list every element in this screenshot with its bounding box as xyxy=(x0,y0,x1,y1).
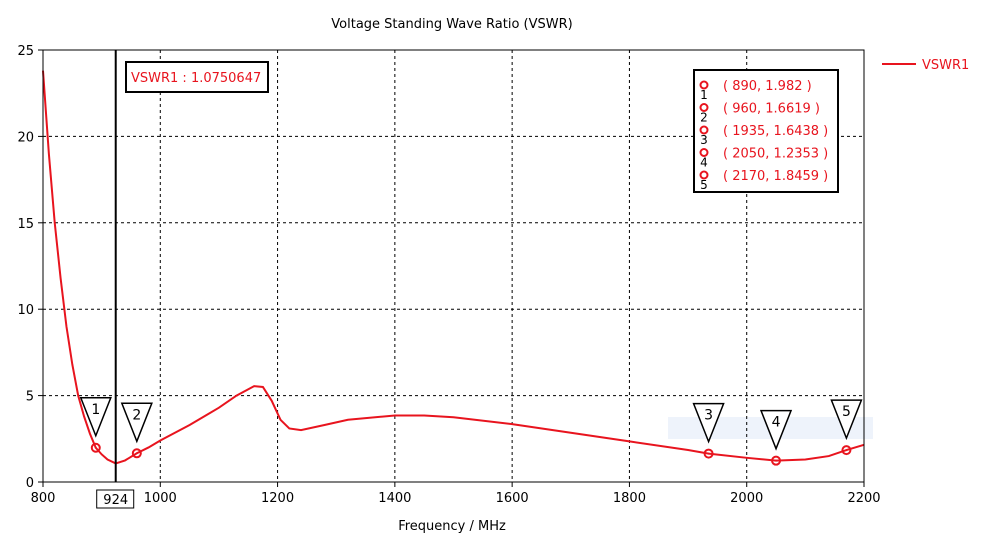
marker-point[interactable] xyxy=(703,448,714,459)
x-tick-label: 1400 xyxy=(378,491,411,506)
y-tick-label: 0 xyxy=(26,476,34,491)
x-tick-label: 1800 xyxy=(613,491,646,506)
marker-flag-number: 4 xyxy=(772,415,781,431)
marker-point[interactable] xyxy=(131,448,142,459)
marker-table-value: ( 2050, 1.2353 ) xyxy=(723,147,828,162)
marker-point[interactable] xyxy=(90,442,101,453)
x-tick-label: 1000 xyxy=(144,491,177,506)
marker-table-value: ( 960, 1.6619 ) xyxy=(723,102,820,117)
marker-point-center xyxy=(94,446,97,449)
marker-table xyxy=(693,69,839,193)
cursor-x-label: 924 xyxy=(103,493,128,508)
y-tick-label: 10 xyxy=(17,303,34,318)
x-tick-label: 1200 xyxy=(261,491,294,506)
marker-table-icon xyxy=(699,170,709,180)
marker-table-icon xyxy=(699,148,709,157)
marker-table-id: 4 xyxy=(700,156,708,170)
marker-flag[interactable] xyxy=(692,402,725,444)
marker-point-center xyxy=(707,452,710,455)
chart-title: Voltage Standing Wave Ratio (VSWR) xyxy=(331,17,572,32)
legend-entry[interactable]: VSWR1 xyxy=(922,58,969,73)
marker-table-id: 3 xyxy=(700,133,708,147)
marker-table-id: 5 xyxy=(700,178,708,192)
marker-flag-number: 1 xyxy=(91,402,100,418)
x-axis-label: Frequency / MHz xyxy=(398,519,506,534)
x-tick-label: 2200 xyxy=(847,491,880,506)
marker-point-center xyxy=(845,449,848,452)
marker-table-id: 2 xyxy=(700,111,708,125)
marker-point[interactable] xyxy=(841,445,852,456)
marker-point[interactable] xyxy=(771,455,782,466)
cursor-readout-box xyxy=(125,61,269,93)
y-tick-label: 5 xyxy=(26,390,34,405)
marker-flag-number: 2 xyxy=(132,407,141,423)
marker-point-center xyxy=(775,459,778,462)
x-tick-label: 800 xyxy=(31,491,56,506)
y-tick-label: 15 xyxy=(17,217,34,232)
marker-table-value: ( 1935, 1.6438 ) xyxy=(723,124,828,139)
y-tick-label: 20 xyxy=(17,130,34,145)
series-line-vswr1 xyxy=(42,70,865,465)
marker-flag-number: 3 xyxy=(704,408,713,424)
marker-flag[interactable] xyxy=(120,402,153,444)
marker-flag[interactable] xyxy=(79,397,112,438)
marker-flag-number: 5 xyxy=(842,404,851,420)
plot-frame xyxy=(42,49,865,483)
marker-flag[interactable] xyxy=(759,409,793,451)
marker-table-icon xyxy=(699,103,709,112)
marker-point-center xyxy=(135,452,138,455)
marker-table-icon xyxy=(699,125,709,135)
x-tick-label: 2000 xyxy=(730,491,763,506)
cursor-readout: VSWR1 : 1.0750647 xyxy=(131,71,261,86)
marker-table-value: ( 890, 1.982 ) xyxy=(723,79,812,94)
x-tick-label: 1600 xyxy=(496,491,529,506)
marker-flag[interactable] xyxy=(830,399,863,441)
marker-table-id: 1 xyxy=(700,88,708,102)
marker-table-value: ( 2170, 1.8459 ) xyxy=(723,169,828,184)
marker-table-icon xyxy=(699,80,709,90)
cursor-x-box xyxy=(96,489,135,509)
y-tick-label: 25 xyxy=(17,44,34,59)
